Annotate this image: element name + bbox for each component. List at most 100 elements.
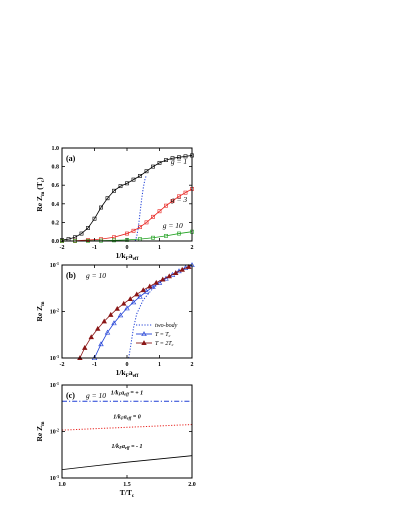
data-point	[164, 158, 168, 162]
data-point	[118, 184, 123, 189]
x-tick-label: 1	[158, 362, 161, 368]
x-tick-label: 2	[191, 362, 194, 368]
x-tick-label: -1	[92, 362, 97, 368]
curve-annotation: 1/kFaeff = - 1	[112, 444, 143, 450]
data-point	[140, 287, 146, 293]
data-point	[170, 156, 175, 161]
data-point	[79, 231, 84, 236]
data-point	[177, 194, 181, 199]
data-point	[144, 220, 149, 225]
series-c-1	[61, 424, 193, 431]
data-point	[157, 160, 162, 165]
data-point	[157, 209, 162, 214]
data-point	[153, 279, 159, 285]
data-point	[141, 331, 147, 337]
x-axis-label: 1/kFaeff	[116, 251, 139, 262]
y-axis-label: Re Zm	[35, 301, 46, 322]
x-tick-label: 2	[191, 245, 194, 251]
legend-label: T = 2Tc	[155, 341, 174, 347]
data-point	[138, 174, 142, 178]
curve-annotation: 1/kFaeff = 0	[113, 414, 140, 420]
data-point	[82, 344, 88, 350]
data-point	[147, 283, 153, 289]
panel-label: (b)	[66, 271, 76, 280]
panel-a: -2 -1 0 1 2 0.0 0.2 0.4 0.6 0.8 1.0 (a) Re Zm (Tc) 1/…	[35, 146, 194, 262]
series-a-3	[134, 174, 147, 242]
series-line	[61, 424, 193, 431]
g-label: g = 10	[86, 271, 106, 280]
data-point	[131, 177, 136, 182]
data-point	[134, 291, 140, 297]
y-tick-label: 10-2	[50, 429, 59, 436]
data-point	[160, 276, 166, 282]
data-point	[177, 155, 181, 160]
curve-annotation: g = 3	[171, 195, 188, 204]
data-point	[170, 199, 175, 203]
x-axis-label: T/Tc	[120, 488, 135, 499]
x-tick-label: 2.0	[188, 482, 196, 488]
data-point	[117, 312, 124, 318]
data-point	[121, 300, 127, 306]
x-tick-label: -2	[60, 362, 65, 368]
series-line	[61, 155, 193, 241]
data-point	[137, 293, 143, 299]
y-tick-label: 0.8	[52, 165, 60, 171]
curve-annotation: g = 10	[163, 221, 183, 230]
data-point	[86, 226, 90, 230]
data-point	[114, 305, 120, 311]
data-point	[151, 235, 155, 240]
data-point	[150, 284, 156, 289]
data-point	[124, 305, 130, 311]
data-point	[183, 154, 188, 159]
y-axis-label: Re Zm (Tc)	[35, 177, 46, 212]
y-tick-label: 10-1	[50, 262, 59, 269]
series-b-2	[77, 264, 192, 361]
data-point	[151, 164, 155, 169]
data-point	[105, 196, 110, 201]
panel-label: (c)	[66, 391, 75, 400]
x-tick-label: 1.5	[123, 482, 131, 488]
data-point	[151, 214, 155, 219]
data-point	[88, 334, 94, 340]
data-point	[92, 216, 97, 221]
legend-label: two-body	[155, 323, 178, 329]
series-line	[134, 174, 147, 242]
data-point	[130, 299, 137, 305]
data-point	[166, 273, 172, 279]
data-point	[98, 341, 104, 347]
panel-b: -2 -1 0 1 2 10-3 10-2 10-1 (b) g = 10 Re Zm 1/kFaef…	[35, 262, 195, 379]
y-tick-label: 10-3	[50, 475, 59, 482]
data-point	[104, 329, 111, 335]
data-point	[156, 279, 163, 285]
data-point	[112, 188, 116, 193]
y-tick-label: 0.0	[52, 239, 60, 245]
data-point	[183, 190, 188, 195]
x-tick-label: 1.0	[58, 482, 66, 488]
series-a-0	[60, 153, 194, 242]
plot-frame	[61, 384, 193, 479]
x-axis-label: 1/kFaeff	[116, 368, 139, 379]
data-point	[177, 231, 181, 236]
data-point	[95, 325, 101, 331]
data-point	[164, 233, 168, 238]
data-point	[173, 270, 179, 275]
curve-annotation: g = 1	[171, 157, 187, 166]
g-label: g = 10	[86, 391, 106, 400]
y-tick-label: 0.4	[52, 202, 60, 208]
x-tick-label: -2	[60, 245, 65, 251]
data-point	[125, 231, 129, 236]
data-point	[125, 181, 129, 186]
x-tick-label: 1	[158, 245, 161, 251]
x-tick-label: 0	[126, 362, 129, 368]
data-point	[131, 228, 136, 233]
y-axis-label: Re Zm	[35, 421, 46, 442]
series-c-2	[61, 455, 193, 471]
data-point	[164, 203, 168, 208]
panel-c: 1.0 1.5 2.0 10-3 10-2 10-1 (c) g = 10 Re Zm T/Tc 1…	[35, 382, 196, 498]
data-point	[108, 311, 114, 317]
legend: two-body T = Tc T = 2Tc	[136, 323, 178, 347]
data-point	[111, 320, 117, 326]
series-b-1	[91, 262, 195, 361]
y-tick-label: 0.2	[52, 220, 60, 226]
